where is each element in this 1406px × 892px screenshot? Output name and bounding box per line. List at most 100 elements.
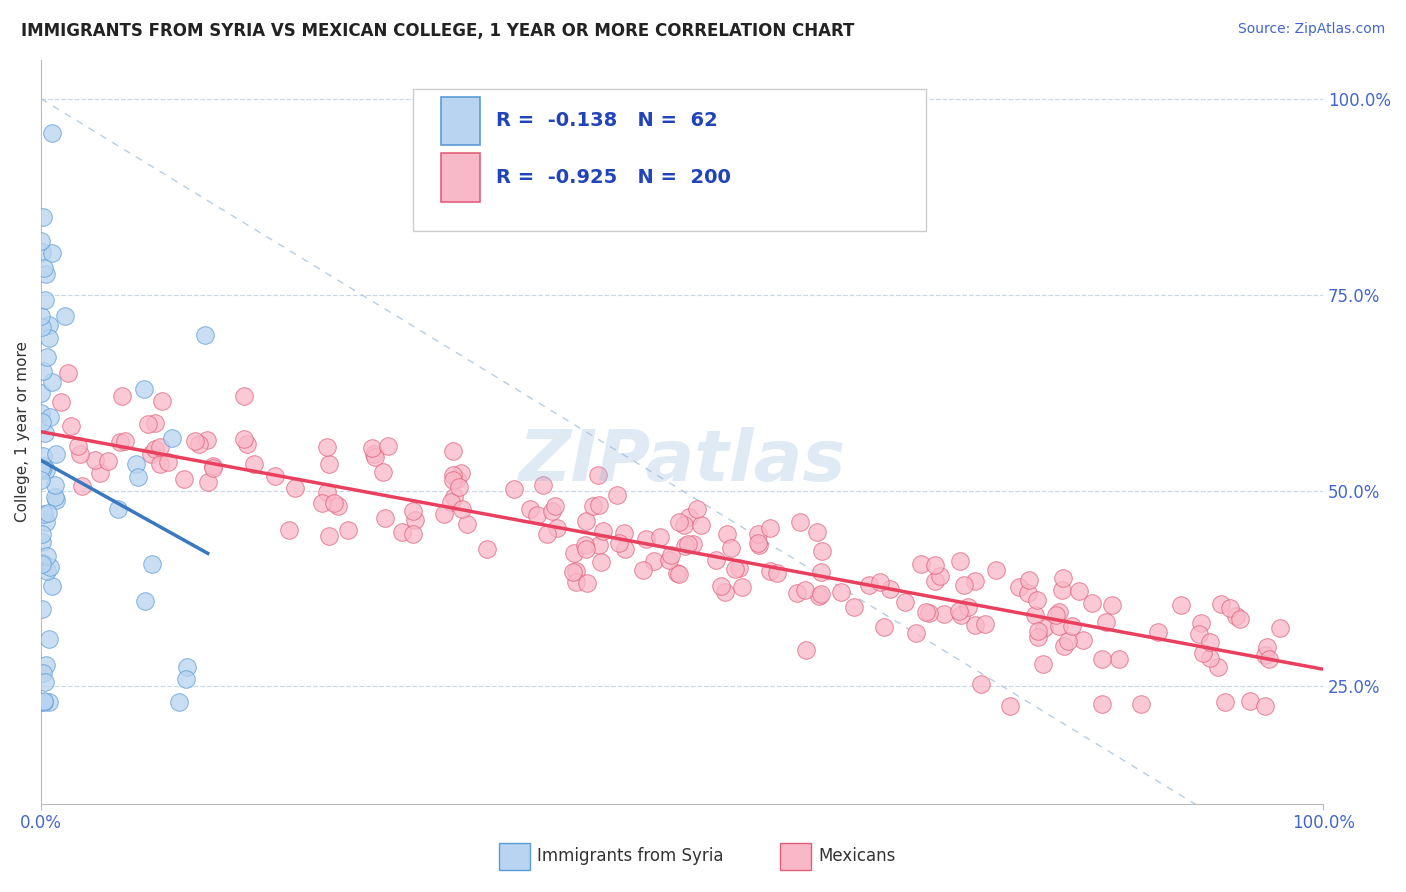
Point xyxy=(475,542,498,557)
Point xyxy=(30,385,52,400)
Point xyxy=(143,442,166,456)
Point xyxy=(544,499,567,513)
Point xyxy=(32,210,55,224)
Point xyxy=(201,459,224,474)
Point xyxy=(316,440,339,454)
Point xyxy=(519,502,541,516)
Point xyxy=(31,534,53,549)
FancyBboxPatch shape xyxy=(441,153,479,202)
Point xyxy=(156,455,179,469)
Point xyxy=(690,518,713,533)
Point xyxy=(446,472,468,486)
Point xyxy=(917,606,939,620)
Point xyxy=(31,695,53,709)
Text: Mexicans: Mexicans xyxy=(818,847,896,865)
Point xyxy=(565,565,588,579)
Point xyxy=(643,554,665,568)
Point xyxy=(948,604,970,618)
Text: R =  -0.138   N =  62: R = -0.138 N = 62 xyxy=(496,112,718,130)
Point xyxy=(404,513,426,527)
Point xyxy=(963,574,986,589)
Point xyxy=(678,537,700,551)
Point xyxy=(1254,698,1277,713)
Point xyxy=(1170,598,1192,612)
Point xyxy=(284,482,307,496)
Point xyxy=(607,535,630,549)
Point xyxy=(35,515,58,529)
Point xyxy=(1211,597,1233,611)
Point xyxy=(39,410,62,425)
Y-axis label: College, 1 year or more: College, 1 year or more xyxy=(15,342,30,523)
Point xyxy=(450,502,472,516)
Point xyxy=(1026,592,1049,607)
Point xyxy=(806,524,828,539)
Point xyxy=(318,529,340,543)
Point xyxy=(1060,618,1083,632)
Point xyxy=(541,504,564,518)
Point xyxy=(44,478,66,492)
Point xyxy=(326,499,349,513)
Point xyxy=(810,566,832,580)
Point xyxy=(195,433,218,447)
Point xyxy=(682,537,704,551)
Point xyxy=(197,475,219,489)
Point xyxy=(440,494,463,508)
Point xyxy=(443,490,465,504)
Point xyxy=(31,557,53,571)
Point xyxy=(986,563,1008,577)
Point xyxy=(1032,657,1054,672)
Point xyxy=(793,582,815,597)
Point xyxy=(1017,586,1039,600)
Point xyxy=(1188,627,1211,641)
Point xyxy=(107,501,129,516)
Point xyxy=(30,234,52,248)
Point xyxy=(1080,596,1102,610)
Point xyxy=(1052,639,1074,653)
Point xyxy=(613,542,636,557)
Point xyxy=(169,695,191,709)
Point xyxy=(391,524,413,539)
Point xyxy=(794,642,817,657)
Point xyxy=(929,568,952,582)
Point xyxy=(588,498,610,512)
Point xyxy=(915,605,938,619)
Point xyxy=(678,510,700,524)
Point xyxy=(31,558,53,572)
Point xyxy=(336,523,359,537)
Point xyxy=(562,565,585,579)
Point xyxy=(1191,646,1213,660)
Point xyxy=(1094,615,1116,629)
Point xyxy=(879,582,901,596)
Point xyxy=(450,466,472,480)
Point xyxy=(546,521,568,535)
Point xyxy=(723,562,745,576)
Point xyxy=(318,457,340,471)
Point xyxy=(727,560,749,574)
Point xyxy=(842,599,865,614)
Point xyxy=(49,395,72,409)
Point xyxy=(668,515,690,529)
Point xyxy=(1026,624,1049,639)
Point xyxy=(1199,650,1222,665)
Point xyxy=(873,619,896,633)
Point xyxy=(441,473,464,487)
Point xyxy=(1052,572,1074,586)
Point xyxy=(364,450,387,464)
Point xyxy=(31,320,53,334)
Text: R =  -0.925   N =  200: R = -0.925 N = 200 xyxy=(496,169,731,187)
Point xyxy=(235,436,257,450)
Point xyxy=(34,293,56,307)
Point xyxy=(636,533,658,547)
Point xyxy=(807,589,830,603)
Point xyxy=(1101,598,1123,612)
Point xyxy=(41,375,63,389)
Point xyxy=(37,564,59,578)
Point xyxy=(188,437,211,451)
Point xyxy=(924,558,946,572)
Point xyxy=(503,482,526,496)
Text: Source: ZipAtlas.com: Source: ZipAtlas.com xyxy=(1237,22,1385,37)
Point xyxy=(858,578,880,592)
Point xyxy=(748,538,770,552)
Point xyxy=(31,245,53,260)
Point xyxy=(1091,651,1114,665)
